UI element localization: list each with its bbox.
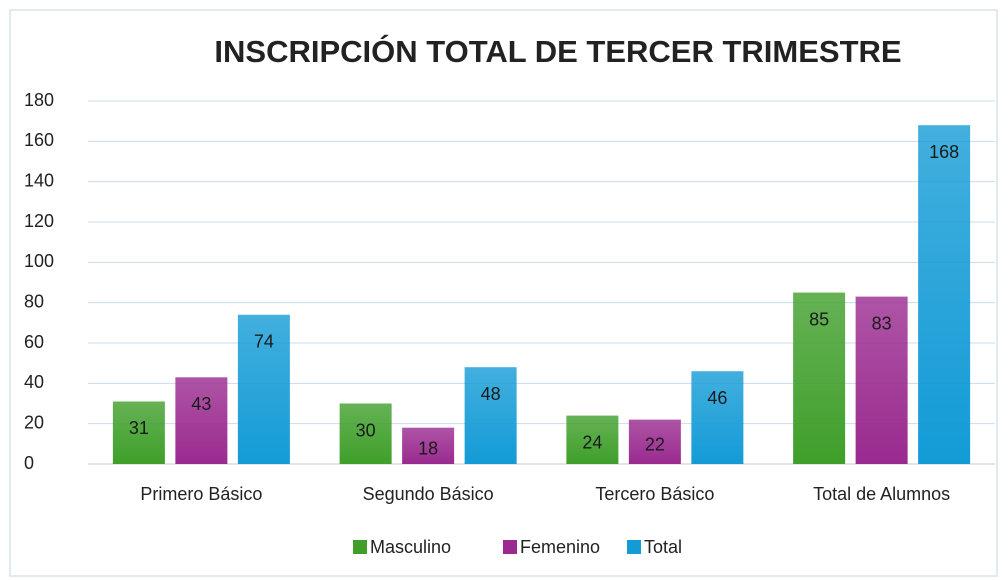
data-label: 85	[809, 309, 829, 329]
bar	[566, 415, 619, 464]
legend-label: Masculino	[370, 537, 451, 557]
data-label: 43	[191, 394, 211, 414]
legend-swatch	[503, 540, 517, 554]
bar	[918, 125, 971, 464]
x-tick-label: Total de Alumnos	[813, 484, 950, 504]
y-tick-label: 180	[24, 90, 54, 110]
data-label: 18	[418, 439, 438, 459]
data-label: 31	[129, 418, 149, 438]
data-label: 22	[645, 435, 665, 455]
y-tick-label: 80	[24, 291, 44, 311]
bar	[855, 296, 908, 464]
y-tick-label: 100	[24, 251, 54, 271]
bar	[237, 314, 290, 464]
legend-label: Total	[644, 537, 682, 557]
bar	[402, 427, 455, 464]
data-label: 83	[872, 313, 892, 333]
data-label: 30	[356, 420, 376, 440]
bar	[628, 419, 681, 464]
x-tick-label: Segundo Básico	[363, 484, 494, 504]
bar	[175, 377, 228, 464]
y-tick-label: 60	[24, 332, 44, 352]
y-tick-label: 40	[24, 372, 44, 392]
data-label: 24	[582, 432, 602, 452]
x-tick-label: Primero Básico	[140, 484, 262, 504]
data-label: 46	[707, 388, 727, 408]
legend-swatch	[353, 540, 367, 554]
legend-swatch	[627, 540, 641, 554]
data-label: 168	[929, 142, 959, 162]
bar	[112, 401, 165, 464]
legend-label: Femenino	[520, 537, 600, 557]
chart-title: INSCRIPCIÓN TOTAL DE TERCER TRIMESTRE	[214, 33, 901, 69]
bar	[339, 403, 392, 464]
x-tick-label: Tercero Básico	[595, 484, 714, 504]
bar	[464, 367, 517, 464]
y-tick-label: 140	[24, 170, 54, 190]
y-tick-label: 0	[24, 453, 34, 473]
bar	[793, 292, 846, 464]
y-tick-label: 160	[24, 130, 54, 150]
bar	[691, 371, 744, 464]
data-label: 48	[481, 384, 501, 404]
data-label: 74	[254, 332, 274, 352]
y-tick-label: 120	[24, 211, 54, 231]
y-tick-label: 20	[24, 412, 44, 432]
